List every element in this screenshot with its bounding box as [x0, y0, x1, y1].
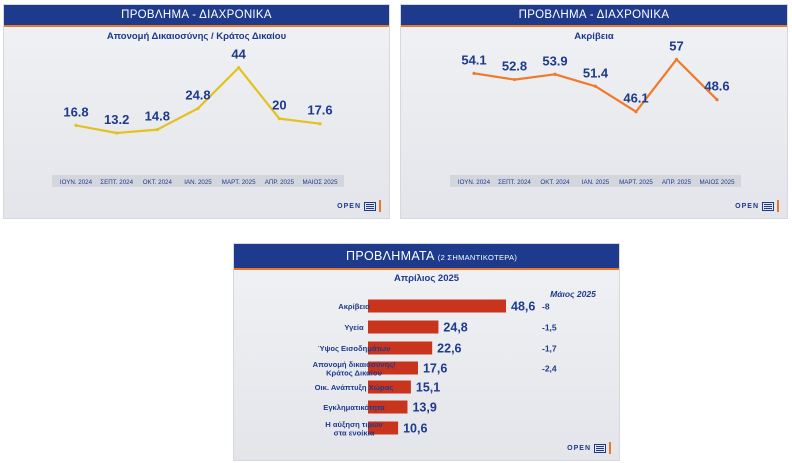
data-point	[593, 84, 598, 88]
data-point	[553, 72, 557, 76]
data-point	[277, 117, 281, 121]
change-value-label: -1,7	[542, 344, 557, 354]
data-point	[318, 122, 322, 126]
data-point	[196, 106, 200, 111]
data-point	[155, 128, 159, 132]
x-tick-label: ΣΕΠΤ. 2024	[498, 179, 531, 186]
change-column-header: Μάιος 2025	[550, 289, 596, 299]
data-point	[115, 131, 119, 135]
bar	[368, 421, 399, 435]
panel-bottom-header-small: (2 ΣΗΜΑΝΤΙΚΟΤΕΡΑ)	[437, 253, 518, 262]
line-chart-right: 54.1 ΙΟΥΝ. 2024 52.8 ΣΕΠΤ. 2024 53.9 ΟΚΤ. 202…	[450, 38, 741, 187]
data-label: 52.8	[502, 59, 527, 74]
data-label: 16.8	[63, 104, 88, 119]
bar-chart-bottom: Μάιος 2025 48,6 Ακρίβεια -8 24,8 Υγεία -1,5 22,…	[313, 289, 596, 437]
data-label: 51.4	[583, 65, 609, 80]
data-point	[634, 110, 638, 114]
channel-logo: OPEN	[735, 200, 779, 212]
data-point	[472, 71, 476, 75]
panel-bottom-header-main: ΠΡΟΒΛΗΜΑΤΑ	[346, 249, 434, 263]
bar-category-label: Ύψος Εισοδημάτων	[318, 344, 391, 353]
data-point	[74, 123, 78, 127]
change-value-label: -2,4	[542, 364, 557, 374]
bar-value-label: 10,6	[403, 422, 427, 436]
x-tick-label: ΟΚΤ. 2024	[143, 179, 173, 186]
data-label: 44	[231, 47, 246, 62]
panel-bottom: ΠΡΟΒΛΗΜΑΤΑ (2 ΣΗΜΑΝΤΙΚΟΤΕΡΑ) Απρίλιος 20…	[233, 243, 620, 461]
bar-category-label: Εγκληματικότητα	[323, 403, 385, 412]
data-label: 14.8	[145, 109, 170, 124]
panel-left-subtitle: Απονομή Δικαιοσύνης / Κράτος Δικαίου	[106, 31, 287, 42]
data-label: 24.8	[185, 87, 210, 102]
x-tick-label: ΑΠΡ. 2025	[265, 179, 295, 186]
channel-logo: OPEN	[567, 442, 611, 454]
data-label: 46.1	[623, 91, 648, 106]
bar-category-label: Υγεία	[344, 323, 364, 332]
bar-category-label: Οικ. Ανάπτυξη Χώρας	[315, 383, 394, 392]
data-label: 17.6	[307, 103, 332, 118]
change-value-label: -8	[542, 302, 550, 312]
data-point	[715, 98, 719, 102]
x-tick-label: ΣΕΠΤ. 2024	[100, 179, 133, 186]
data-label: 53.9	[542, 53, 567, 68]
bar	[368, 320, 439, 334]
panel-right-subtitle: Ακρίβεια	[574, 31, 614, 42]
data-label: 13.2	[104, 112, 129, 127]
bar-value-label: 24,8	[443, 321, 467, 335]
x-tick-label: ΙΟΥΝ. 2024	[458, 179, 491, 186]
channel-logo: OPEN	[337, 200, 381, 212]
data-label: 54.1	[461, 52, 486, 67]
bar-category-label: στα ενοίκια	[334, 428, 375, 437]
data-point	[512, 77, 517, 82]
x-tick-label: ΜΑΙΟΣ 2025	[699, 179, 735, 186]
bar-value-label: 48,6	[511, 300, 535, 314]
line-chart-left: 16.8 ΙΟΥΝ. 2024 13.2 ΣΕΠΤ. 2024 14.8 ΟΚΤ. 202…	[52, 47, 344, 187]
x-tick-label: ΟΚΤ. 2024	[540, 179, 570, 186]
bar-category-label: Ακρίβεια	[338, 302, 370, 311]
bar-value-label: 13,9	[412, 401, 436, 415]
x-tick-label: ΜΑΡΤ. 2025	[619, 179, 653, 186]
x-axis-strip	[52, 175, 344, 187]
data-point	[674, 57, 679, 62]
x-axis-strip	[450, 175, 741, 187]
bar	[368, 361, 418, 375]
bar	[368, 380, 411, 394]
change-value-label: -1,5	[542, 323, 557, 333]
bar-category-label: Απονομή δικαιοσύνης/	[313, 360, 397, 369]
panel-left-header: ΠΡΟΒΛΗΜΑ - ΔΙΑΧΡΟΝΙΚΑ	[4, 5, 389, 27]
bar-value-label: 15,1	[416, 381, 440, 395]
x-tick-label: ΙΟΥΝ. 2024	[60, 179, 93, 186]
panel-bottom-subtitle: Απρίλιος 2025	[393, 273, 460, 284]
bar	[368, 400, 408, 414]
bar-value-label: 17,6	[423, 362, 447, 376]
panel-left: ΠΡΟΒΛΗΜΑ - ΔΙΑΧΡΟΝΙΚΑ Απονομή Δικαιοσύνη…	[3, 4, 390, 219]
panel-right-header: ΠΡΟΒΛΗΜΑ - ΔΙΑΧΡΟΝΙΚΑ	[401, 5, 787, 27]
bar-value-label: 22,6	[437, 342, 461, 356]
panel-bottom-header: ΠΡΟΒΛΗΜΑΤΑ (2 ΣΗΜΑΝΤΙΚΟΤΕΡΑ)	[234, 244, 619, 270]
data-label: 20	[272, 98, 286, 113]
data-point	[237, 66, 241, 70]
x-tick-label: ΙΑΝ. 2025	[184, 179, 212, 186]
bar-category-label: Η αύξηση τιμών	[325, 420, 382, 429]
panel-right: ΠΡΟΒΛΗΜΑ - ΔΙΑΧΡΟΝΙΚΑ Ακρίβεια 54.1 ΙΟΥΝ.…	[400, 4, 788, 219]
x-tick-label: ΙΑΝ. 2025	[582, 179, 610, 186]
data-label: 57	[669, 38, 683, 53]
x-tick-label: ΜΑΡΤ. 2025	[222, 179, 256, 186]
bar	[368, 341, 433, 355]
bar	[368, 299, 507, 313]
bar-category-label: Κράτος Δικαίου	[326, 368, 382, 377]
data-label: 48.6	[704, 79, 729, 94]
x-tick-label: ΜΑΙΟΣ 2025	[302, 179, 338, 186]
x-tick-label: ΑΠΡ. 2025	[662, 179, 692, 186]
